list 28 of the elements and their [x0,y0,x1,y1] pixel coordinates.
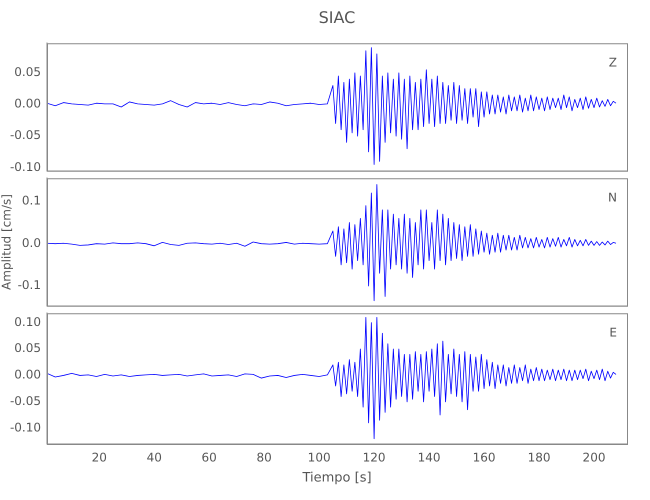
y-tick-label: 0.05 [14,65,41,80]
x-tick-label: 180 [528,450,550,464]
y-tick-label: -0.05 [10,128,41,142]
x-axis-title: Tiempo [s] [301,470,372,486]
x-tick-label: 40 [146,450,162,464]
x-tick-label: 80 [256,450,272,464]
annotation: Z [608,55,617,70]
y-tick-label: 0.00 [14,368,41,382]
y-tick-label: 0.00 [14,96,41,111]
x-tick-label: 160 [472,450,496,464]
x-tick-label: 20 [92,450,107,464]
y-tick-label: 0.10 [14,314,41,329]
annotation: N [608,190,617,204]
y-tick-label: -0.05 [10,394,41,408]
y-tick-label: 0.1 [22,194,41,208]
y-tick-label: -0.10 [10,160,41,174]
x-tick-label: 120 [362,450,386,464]
x-tick-label: 100 [308,450,331,464]
x-tick-label: 140 [418,450,441,464]
y-tick-label: -0.10 [10,420,41,434]
chart-title: SIAC [318,8,356,27]
annotation: E [609,325,617,340]
y-axis-title: Amplitud [cm/s] [0,194,14,290]
x-tick-label: 200 [582,450,606,464]
y-tick-label: 0.05 [14,341,41,356]
y-tick-label: -0.1 [18,278,41,292]
x-tick-label: 60 [202,450,217,464]
y-tick-label: 0.0 [22,236,41,250]
